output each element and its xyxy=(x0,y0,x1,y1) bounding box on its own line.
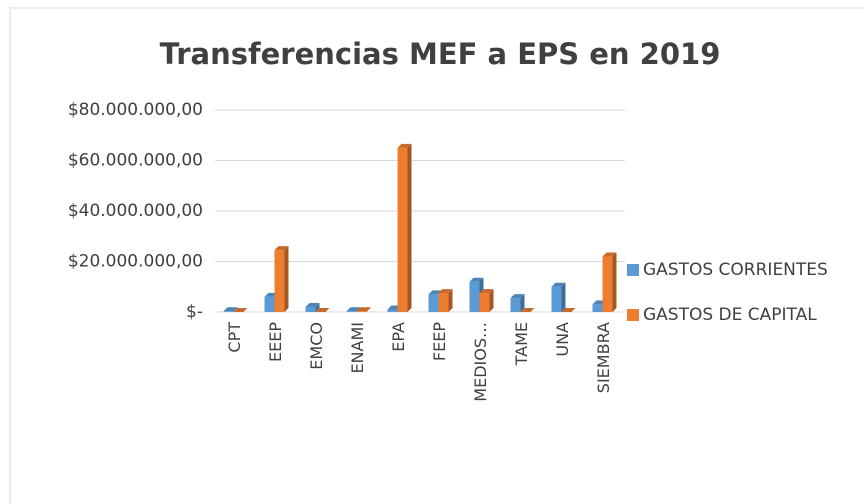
bar-top xyxy=(274,246,289,251)
bar-top xyxy=(223,307,238,312)
legend-label: GASTOS DE CAPITAL xyxy=(643,305,817,325)
bar-top xyxy=(602,252,617,257)
x-tick-label: EPA xyxy=(389,322,408,352)
bar xyxy=(397,147,408,312)
bar-top xyxy=(438,289,453,294)
bar xyxy=(479,293,490,312)
x-tick-label: FEEP xyxy=(430,322,449,361)
y-tick-label: $20.000.000,00 xyxy=(68,252,203,272)
chart-title: Transferencias MEF a EPS en 2019 xyxy=(160,37,721,71)
bar-side xyxy=(366,307,371,312)
bar xyxy=(264,296,275,312)
bar xyxy=(346,311,357,312)
bar xyxy=(428,294,439,312)
bar xyxy=(592,304,603,312)
bar xyxy=(510,298,521,312)
bar-side xyxy=(407,143,412,312)
bar xyxy=(356,311,367,312)
legend-swatch xyxy=(627,309,639,321)
x-tick-label: MEDIOS… xyxy=(471,322,490,402)
bar-side xyxy=(448,289,453,312)
x-tick-label: UNA xyxy=(553,322,572,357)
bar xyxy=(551,286,562,312)
bar-top xyxy=(479,289,494,294)
bar-top xyxy=(551,282,566,287)
legend-label: GASTOS CORRIENTES xyxy=(643,260,828,280)
bar xyxy=(602,256,613,312)
x-tick-label: TAME xyxy=(512,322,531,366)
bar-top xyxy=(520,308,535,312)
bar-side xyxy=(489,289,494,312)
bar-top xyxy=(233,308,248,312)
legend-swatch xyxy=(627,264,639,276)
bar xyxy=(223,311,234,312)
bar-side xyxy=(520,294,525,312)
x-tick-label: ENAMI xyxy=(348,322,367,374)
x-tick-label: EMCO xyxy=(307,322,326,370)
bar-top xyxy=(510,294,525,299)
y-tick-label: $- xyxy=(186,302,203,322)
bar xyxy=(305,306,316,312)
y-tick-label: $60.000.000,00 xyxy=(68,151,203,171)
x-tick-label: SIEMBRA xyxy=(594,322,613,393)
bar-top xyxy=(397,143,412,148)
bar-side xyxy=(233,307,238,312)
bar xyxy=(274,250,285,312)
x-tick-label: CPT xyxy=(225,322,244,353)
bar-top xyxy=(561,308,576,312)
bar-top xyxy=(305,302,320,307)
bar-side xyxy=(284,246,289,312)
y-tick-label: $80.000.000,00 xyxy=(68,100,203,120)
bar-side xyxy=(315,302,320,312)
bar xyxy=(438,293,449,312)
bar xyxy=(387,309,398,312)
bar-top xyxy=(346,307,361,312)
bar-side xyxy=(561,282,566,312)
x-tick-label: EEEP xyxy=(266,322,285,362)
bar xyxy=(469,281,480,312)
bar-top xyxy=(469,277,484,282)
chart-frame xyxy=(9,7,864,504)
bar-side xyxy=(612,252,617,312)
bar-top xyxy=(315,308,330,312)
y-tick-label: $40.000.000,00 xyxy=(68,201,203,221)
bar-top xyxy=(356,307,371,312)
